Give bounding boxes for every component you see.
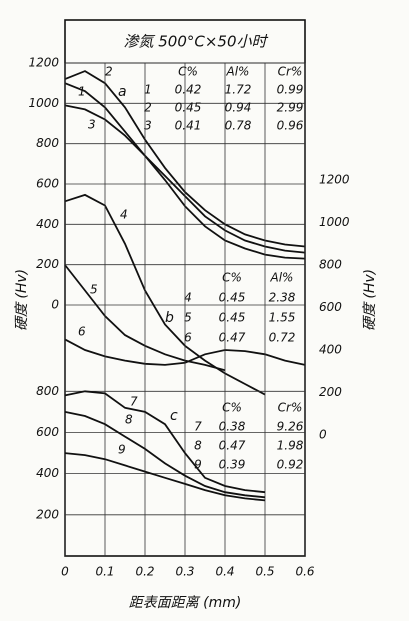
series-label: 6: [78, 325, 86, 339]
y2-tick-label: 1200: [319, 173, 350, 187]
table-cell: 1.98: [277, 439, 304, 453]
table-cell: 0.47: [219, 331, 246, 345]
y-tick-label: 0: [51, 298, 59, 312]
table-cell: 0.45: [219, 291, 246, 305]
table-row-label: 5: [184, 311, 192, 325]
chart-title: 渗氮 500°C×50小时: [123, 33, 268, 51]
table-cell: 2.38: [269, 291, 296, 305]
table-row-label: 8: [194, 439, 202, 453]
table-header: Cr%: [278, 401, 303, 415]
table-cell: 0.47: [219, 439, 246, 453]
x-tick-label: 0.1: [95, 565, 114, 579]
y-tick-label: 600: [36, 177, 59, 191]
table-header: C%: [222, 401, 242, 415]
y2-tick-label: 800: [319, 258, 342, 272]
table-row-label: 6: [184, 331, 192, 345]
series-label: 7: [130, 395, 138, 409]
x-tick-label: 0.6: [295, 565, 314, 579]
table-cell: 0.78: [225, 119, 252, 133]
series-label: 3: [88, 118, 96, 132]
table-header: C%: [178, 65, 198, 79]
table-row-label: 2: [144, 101, 152, 115]
table-row-label: 7: [194, 420, 202, 434]
table-cell: 0.92: [277, 458, 304, 472]
y2-tick-label: 200: [319, 385, 342, 399]
table-cell: 0.96: [277, 119, 304, 133]
table-header: C%: [222, 271, 242, 285]
table-cell: 0.45: [219, 311, 246, 325]
series-line: [64, 411, 266, 499]
y-tick-label: 400: [36, 217, 59, 231]
table-row-label: 1: [144, 83, 152, 97]
series-line: [64, 452, 266, 502]
y-tick-label: 600: [36, 425, 59, 439]
y2-tick-label: 600: [319, 300, 342, 314]
table-row-label: 9: [194, 458, 202, 472]
series-label: 1: [78, 85, 86, 99]
series-label: 4: [120, 208, 128, 222]
y2-tick-label: 400: [319, 343, 342, 357]
table-cell: 0.72: [269, 331, 296, 345]
panel-label: b: [165, 310, 174, 326]
table-cell: 0.41: [175, 119, 202, 133]
table-cell: 1.55: [269, 311, 296, 325]
series-label: 9: [118, 443, 126, 457]
x-axis-label: 距表面距离 (mm): [129, 595, 242, 611]
table-cell: 1.72: [225, 83, 252, 97]
y-tick-label: 800: [36, 136, 59, 150]
x-tick-label: 0.3: [175, 565, 194, 579]
table-cell: 0.39: [219, 458, 246, 472]
table-row-label: 4: [184, 291, 192, 305]
y2-axis-label: 硬度 (Hv): [362, 269, 378, 331]
x-tick-label: 0.2: [135, 565, 154, 579]
series-label: 8: [125, 413, 133, 427]
series-line: [64, 193, 266, 396]
y-tick-label: 1000: [28, 96, 59, 110]
y-tick-label: 1200: [28, 56, 59, 70]
table-header: Cr%: [278, 65, 303, 79]
y2-tick-label: 0: [319, 428, 327, 442]
table-cell: 2.99: [277, 101, 304, 115]
y-tick-label: 400: [36, 466, 59, 480]
series-label: 5: [90, 283, 98, 297]
y-tick-label: 800: [36, 384, 59, 398]
table-cell: 9.26: [277, 420, 304, 434]
x-tick-label: 0: [61, 565, 69, 579]
x-tick-label: 0.4: [215, 565, 234, 579]
series-label: 2: [105, 65, 113, 79]
table-cell: 0.99: [277, 83, 304, 97]
table-row-label: 3: [144, 119, 152, 133]
y2-tick-label: 1000: [319, 215, 350, 229]
table-header: Al%: [226, 65, 250, 79]
table-cell: 0.42: [175, 83, 202, 97]
table-cell: 0.45: [175, 101, 202, 115]
y-tick-label: 200: [36, 257, 59, 271]
panel-label: a: [118, 84, 127, 100]
table-cell: 0.94: [225, 101, 252, 115]
panel-label: c: [170, 408, 178, 424]
series-line: [64, 390, 266, 494]
y-axis-label: 硬度 (Hv): [14, 269, 30, 331]
table-header: Al%: [270, 271, 294, 285]
table-cell: 0.38: [219, 420, 246, 434]
y-tick-label: 200: [36, 507, 59, 521]
x-tick-label: 0.5: [255, 565, 274, 579]
